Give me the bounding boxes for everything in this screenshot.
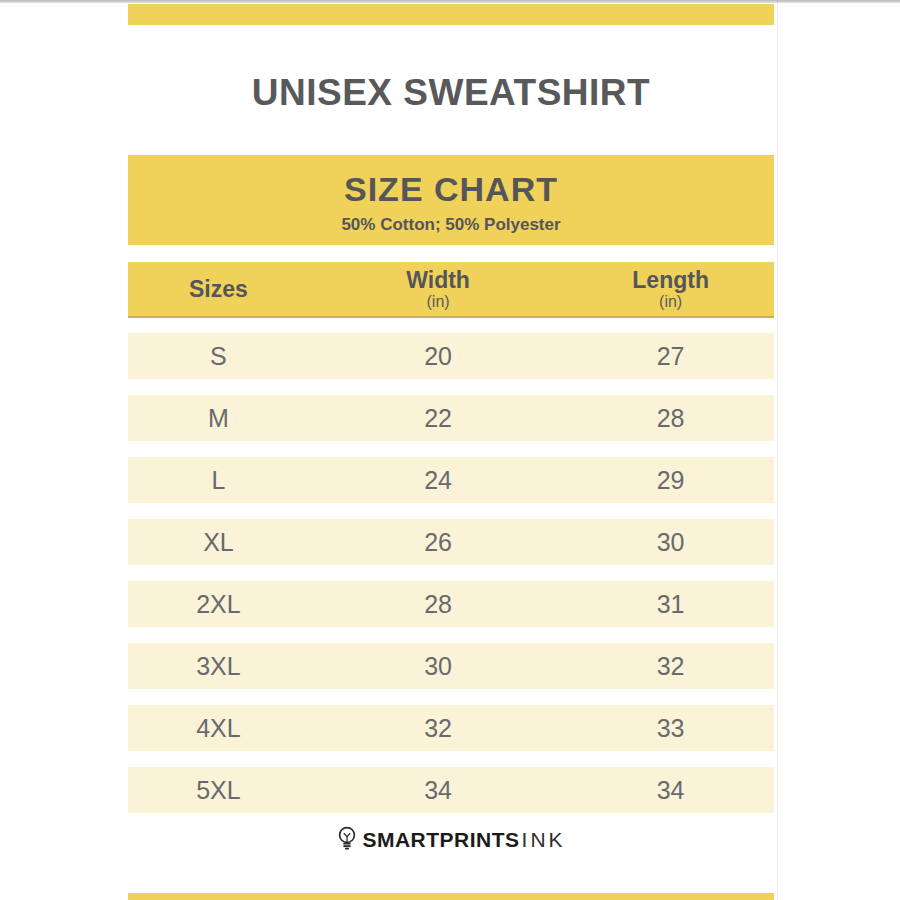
cell-length: 27	[567, 342, 774, 371]
table-row: L2429	[128, 457, 774, 503]
cell-length: 29	[567, 466, 774, 495]
product-title: UNISEX SWEATSHIRT	[128, 72, 774, 114]
bottom-accent-bar	[128, 893, 774, 900]
size-chart-page: UNISEX SWEATSHIRT SIZE CHART 50% Cotton;…	[128, 0, 774, 900]
cell-size: XL	[128, 528, 309, 557]
cell-width: 28	[309, 590, 567, 619]
cell-length: 31	[567, 590, 774, 619]
table-row: 3XL3032	[128, 643, 774, 689]
brand-name-primary: SMARTPRINTS	[362, 828, 519, 852]
column-unit: (in)	[427, 293, 450, 311]
table-row: S2027	[128, 333, 774, 379]
cell-size: L	[128, 466, 309, 495]
fabric-composition: 50% Cotton; 50% Polyester	[128, 215, 774, 235]
column-header-sizes: Sizes	[128, 262, 309, 316]
column-label: Length	[632, 267, 709, 293]
cell-width: 22	[309, 404, 567, 433]
cell-length: 34	[567, 776, 774, 805]
cell-length: 30	[567, 528, 774, 557]
size-chart-title: SIZE CHART	[128, 169, 774, 209]
cell-size: S	[128, 342, 309, 371]
size-chart-header: SIZE CHART 50% Cotton; 50% Polyester	[128, 155, 774, 245]
cell-width: 26	[309, 528, 567, 557]
cell-width: 24	[309, 466, 567, 495]
cell-size: 3XL	[128, 652, 309, 681]
right-border-line	[777, 0, 778, 900]
table-row: 4XL3233	[128, 705, 774, 751]
cell-length: 32	[567, 652, 774, 681]
table-row: 5XL3434	[128, 767, 774, 813]
cell-width: 34	[309, 776, 567, 805]
top-accent-bar	[128, 4, 774, 25]
size-table-body: S2027M2228L2429XL26302XL28313XL30324XL32…	[128, 333, 774, 829]
brand-logo: SMARTPRINTS INK	[128, 822, 774, 858]
table-row: XL2630	[128, 519, 774, 565]
table-row: M2228	[128, 395, 774, 441]
cell-size: 4XL	[128, 714, 309, 743]
column-header-width: Width (in)	[309, 262, 567, 316]
cell-length: 33	[567, 714, 774, 743]
cell-size: M	[128, 404, 309, 433]
cell-size: 2XL	[128, 590, 309, 619]
lightbulb-icon	[336, 825, 358, 855]
column-unit: (in)	[659, 293, 682, 311]
table-row: 2XL2831	[128, 581, 774, 627]
column-label: Width	[406, 267, 470, 293]
brand-name-secondary: INK	[522, 828, 566, 852]
size-table-header-row: Sizes Width (in) Length (in)	[128, 262, 774, 318]
cell-length: 28	[567, 404, 774, 433]
column-label: Sizes	[189, 276, 248, 302]
cell-size: 5XL	[128, 776, 309, 805]
cell-width: 30	[309, 652, 567, 681]
cell-width: 20	[309, 342, 567, 371]
column-header-length: Length (in)	[567, 262, 774, 316]
cell-width: 32	[309, 714, 567, 743]
